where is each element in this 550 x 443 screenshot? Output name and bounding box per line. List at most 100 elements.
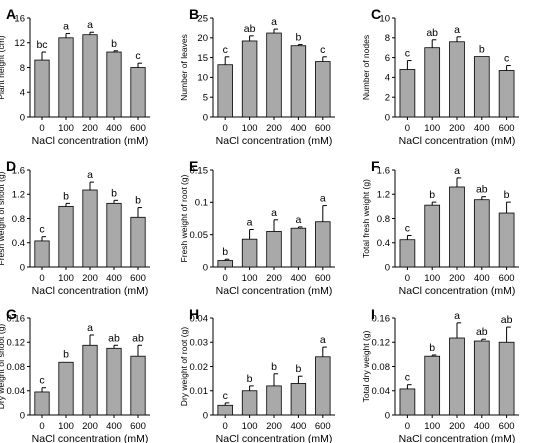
- significance-label: c: [135, 50, 140, 62]
- significance-label: ab: [244, 23, 256, 35]
- panel-letter-g: G: [6, 306, 17, 322]
- bar-e-600: [315, 221, 331, 268]
- significance-label: ab: [476, 326, 488, 338]
- y-axis-title: Number of nodes: [361, 35, 371, 100]
- y-tick-label: 20: [197, 33, 208, 44]
- y-tick-label: 25: [197, 13, 208, 24]
- bar-d-200: [82, 189, 98, 268]
- y-tick-label: 0.12: [7, 338, 26, 349]
- significance-label: b: [271, 361, 277, 373]
- x-tick-label: 400: [290, 123, 306, 134]
- x-axis-title: NaCl concentration (mM): [399, 285, 516, 297]
- significance-label: a: [454, 310, 460, 322]
- x-axis-title: NaCl concentration (mM): [32, 135, 149, 147]
- significance-label: ab: [476, 184, 488, 196]
- significance-label: b: [222, 246, 228, 258]
- bar-a-400: [106, 51, 122, 118]
- bar-e-0: [217, 260, 233, 268]
- y-tick-label: 6: [385, 53, 390, 64]
- x-tick-label: 200: [449, 421, 465, 432]
- y-tick-label: 0: [385, 112, 390, 123]
- x-tick-label: 200: [266, 273, 282, 284]
- panel-letter-a: A: [6, 6, 16, 22]
- bar-c-200: [449, 41, 465, 118]
- significance-label: a: [454, 165, 460, 177]
- x-tick-label: 400: [290, 273, 306, 284]
- significance-label: a: [454, 24, 460, 36]
- y-tick-label: 0.08: [372, 362, 391, 373]
- x-tick-label: 400: [106, 273, 122, 284]
- significance-label: a: [295, 214, 301, 226]
- bar-a-200: [82, 34, 98, 118]
- significance-label: b: [295, 363, 301, 375]
- x-tick-label: 200: [449, 123, 465, 134]
- bar-e-400: [290, 227, 307, 268]
- y-tick-label: 10: [379, 13, 390, 24]
- y-tick-label: 0.04: [7, 386, 26, 397]
- bar-f-0: [399, 239, 416, 268]
- y-tick-label: 16: [14, 13, 25, 24]
- chart-panel-i: I 0 0.04 0.08 0.12 0.16 c 0 b 100 a 200 ab 400 ab 600Na…: [361, 306, 519, 443]
- x-tick-label: 0: [39, 273, 44, 284]
- x-tick-label: 200: [449, 273, 465, 284]
- y-tick-label: 0: [20, 410, 25, 421]
- significance-label: b: [63, 349, 69, 361]
- y-tick-label: 1.2: [377, 190, 390, 201]
- bar-f-100: [424, 204, 441, 268]
- panel-letter-b: B: [189, 6, 199, 22]
- y-tick-label: 1.2: [12, 190, 25, 201]
- y-tick-label: 0.8: [377, 214, 390, 225]
- y-tick-label: 15: [197, 53, 208, 64]
- bar-c-0: [399, 69, 416, 118]
- chart-panel-h: H 0 0.01 0.02 0.03 0.04 c 0 b 100 b 200 b 400 a 600NaCl…: [179, 306, 335, 443]
- y-tick-label: 5: [203, 93, 208, 104]
- x-tick-label: 400: [106, 123, 122, 134]
- significance-label: ab: [426, 27, 438, 39]
- y-tick-label: 0: [20, 112, 25, 123]
- bar-h-600: [315, 356, 331, 416]
- bar-b-200: [266, 32, 282, 118]
- significance-label: b: [429, 189, 435, 201]
- x-tick-label: 200: [266, 421, 282, 432]
- bar-i-0: [399, 388, 416, 416]
- significance-label: a: [271, 16, 277, 28]
- y-tick-label: 0: [203, 410, 208, 421]
- x-tick-label: 100: [424, 273, 440, 284]
- bar-b-600: [315, 61, 331, 118]
- bar-d-100: [58, 205, 74, 268]
- panel-letter-i: I: [371, 306, 375, 322]
- bar-f-200: [449, 186, 465, 268]
- x-tick-label: 400: [290, 421, 306, 432]
- bar-g-100: [58, 361, 74, 416]
- significance-label: bc: [36, 39, 47, 51]
- y-tick-label: 0: [385, 410, 390, 421]
- y-tick-label: 0.8: [12, 214, 25, 225]
- x-axis-title: NaCl concentration (mM): [399, 135, 516, 147]
- y-tick-label: 4: [385, 73, 390, 84]
- significance-label: a: [87, 169, 93, 181]
- bar-c-100: [424, 47, 441, 118]
- y-axis-title: Total dry weight (g): [361, 330, 371, 402]
- y-tick-label: 1.6: [12, 165, 25, 176]
- y-axis-title: Number of leaves: [179, 34, 189, 101]
- bar-i-200: [449, 337, 465, 416]
- significance-label: a: [63, 20, 69, 32]
- y-tick-label: 0.05: [190, 230, 209, 241]
- x-tick-label: 100: [424, 421, 440, 432]
- x-tick-label: 600: [315, 123, 331, 134]
- x-tick-label: 600: [130, 273, 146, 284]
- bar-i-600: [498, 341, 515, 416]
- x-tick-label: 400: [474, 273, 490, 284]
- x-axis-title: NaCl concentration (mM): [216, 433, 333, 443]
- y-tick-label: 0: [203, 112, 208, 123]
- x-tick-label: 400: [106, 421, 122, 432]
- y-axis-title: Dry weight of root (g): [179, 327, 189, 407]
- x-axis-title: NaCl concentration (mM): [32, 433, 149, 443]
- x-tick-label: 400: [474, 421, 490, 432]
- x-tick-label: 100: [242, 421, 258, 432]
- bar-a-600: [130, 67, 146, 118]
- panel-letter-d: D: [6, 158, 16, 174]
